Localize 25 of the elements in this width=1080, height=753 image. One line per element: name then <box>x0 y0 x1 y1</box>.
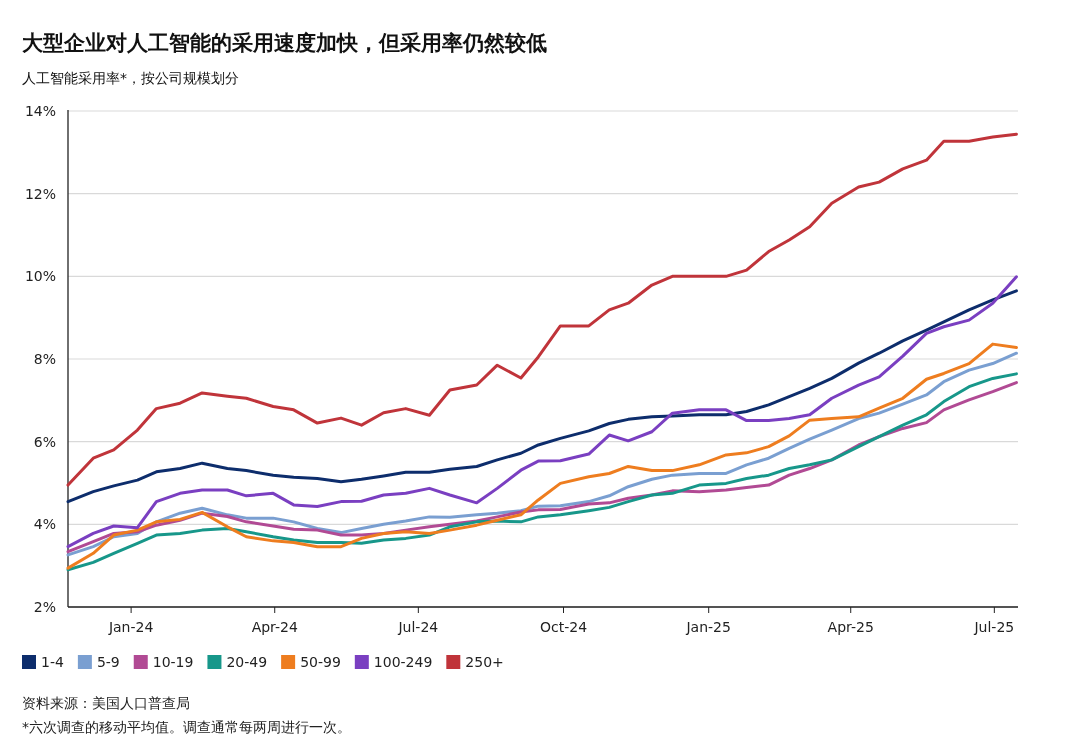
y-tick-label: 10% <box>24 268 56 285</box>
x-tick-label: Jul-24 <box>397 619 439 635</box>
y-tick-label: 8% <box>33 351 56 367</box>
x-tick-label: Oct-24 <box>539 619 588 635</box>
chart-subtitle: 人工智能采用率*，按公司规模划分 <box>22 70 239 86</box>
x-tick-label: Apr-25 <box>827 619 874 635</box>
x-tick-label: Apr-24 <box>251 619 298 635</box>
legend-label: 250+ <box>465 654 504 670</box>
legend-label: 1-4 <box>41 654 64 670</box>
text: 资料来源：美国人口普查局 <box>22 695 190 711</box>
legend-label: 50-99 <box>300 654 341 670</box>
legend-label: 10-19 <box>152 654 194 670</box>
legend-label: 20-49 <box>226 654 268 670</box>
y-tick-label: 6% <box>33 433 56 450</box>
y-tick-label: 2% <box>33 599 56 615</box>
text: *六次调查的移动平均值。调查通常每两周进行一次。 <box>22 719 351 735</box>
y-tick-label: 12% <box>24 185 56 202</box>
x-tick-label: Jul-25 <box>973 619 1015 635</box>
x-tick-label: Jan-24 <box>107 619 154 635</box>
legend-label: 100-249 <box>373 654 433 670</box>
legend-label: 5-9 <box>96 654 120 670</box>
x-tick-label: Jan-25 <box>685 619 731 635</box>
chart-title: 大型企业对人工智能的采用速度加快，但采用率仍然较低 <box>22 31 547 55</box>
y-tick-label: 4% <box>33 516 56 533</box>
y-tick-label: 14% <box>24 103 56 119</box>
